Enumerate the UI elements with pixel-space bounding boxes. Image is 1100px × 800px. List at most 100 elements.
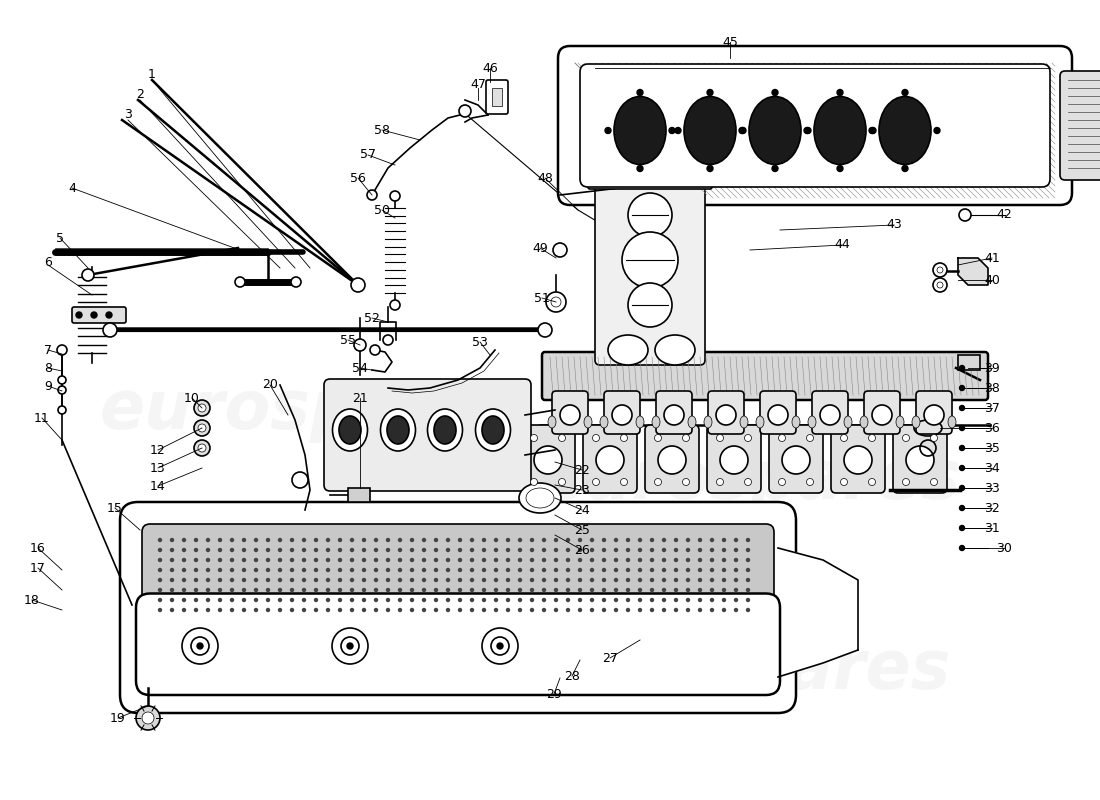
FancyBboxPatch shape [645, 425, 698, 493]
Circle shape [628, 193, 672, 237]
Circle shape [603, 538, 605, 542]
Circle shape [591, 569, 594, 571]
Circle shape [410, 609, 414, 611]
FancyBboxPatch shape [916, 391, 952, 434]
Circle shape [542, 609, 546, 611]
Circle shape [615, 538, 617, 542]
Ellipse shape [844, 416, 852, 428]
Circle shape [302, 558, 306, 562]
Circle shape [447, 558, 450, 562]
Ellipse shape [428, 409, 462, 451]
Text: 37: 37 [984, 402, 1000, 414]
Circle shape [386, 589, 389, 591]
Circle shape [591, 609, 594, 611]
Circle shape [554, 598, 558, 602]
Ellipse shape [860, 416, 868, 428]
FancyBboxPatch shape [142, 524, 774, 624]
Circle shape [506, 549, 509, 551]
Circle shape [650, 589, 653, 591]
Circle shape [844, 446, 872, 474]
Circle shape [290, 549, 294, 551]
FancyBboxPatch shape [893, 425, 947, 493]
Circle shape [278, 609, 282, 611]
Circle shape [302, 578, 306, 582]
Circle shape [506, 598, 509, 602]
FancyBboxPatch shape [830, 425, 886, 493]
Text: 41: 41 [984, 251, 1000, 265]
Circle shape [747, 578, 749, 582]
Circle shape [506, 538, 509, 542]
Circle shape [231, 569, 233, 571]
Circle shape [902, 434, 910, 442]
Circle shape [698, 598, 702, 602]
Circle shape [491, 637, 509, 655]
Circle shape [363, 569, 365, 571]
Circle shape [591, 589, 594, 591]
Circle shape [686, 589, 690, 591]
Circle shape [76, 312, 82, 318]
Text: 50: 50 [374, 203, 390, 217]
Circle shape [158, 558, 162, 562]
Circle shape [518, 578, 521, 582]
FancyBboxPatch shape [583, 425, 637, 493]
Circle shape [422, 538, 426, 542]
Circle shape [290, 589, 294, 591]
Circle shape [207, 549, 209, 551]
FancyBboxPatch shape [812, 391, 848, 434]
Circle shape [339, 538, 341, 542]
Circle shape [398, 538, 402, 542]
Circle shape [530, 598, 533, 602]
Circle shape [711, 549, 714, 551]
Circle shape [482, 628, 518, 664]
Text: 54: 54 [352, 362, 367, 374]
Circle shape [434, 558, 438, 562]
Circle shape [266, 558, 270, 562]
Circle shape [386, 538, 389, 542]
Circle shape [194, 440, 210, 456]
Circle shape [711, 589, 714, 591]
Circle shape [779, 434, 785, 442]
Circle shape [410, 538, 414, 542]
Circle shape [707, 166, 713, 171]
Text: 52: 52 [364, 311, 380, 325]
Circle shape [495, 598, 497, 602]
Ellipse shape [684, 97, 736, 165]
Text: 10: 10 [184, 391, 200, 405]
Circle shape [315, 589, 318, 591]
Circle shape [483, 589, 485, 591]
Circle shape [518, 549, 521, 551]
Circle shape [723, 589, 726, 591]
Circle shape [447, 538, 450, 542]
Circle shape [346, 643, 353, 649]
Circle shape [902, 478, 910, 486]
FancyBboxPatch shape [1060, 71, 1100, 180]
Circle shape [231, 609, 233, 611]
Text: 35: 35 [984, 442, 1000, 454]
Text: 18: 18 [24, 594, 40, 606]
Circle shape [398, 598, 402, 602]
Circle shape [194, 400, 210, 416]
Ellipse shape [688, 416, 696, 428]
Circle shape [686, 569, 690, 571]
Ellipse shape [808, 416, 816, 428]
Text: 12: 12 [150, 443, 166, 457]
Circle shape [327, 538, 330, 542]
Circle shape [902, 166, 908, 171]
FancyBboxPatch shape [120, 502, 796, 713]
Circle shape [806, 478, 814, 486]
Circle shape [747, 549, 749, 551]
Circle shape [207, 589, 209, 591]
Circle shape [398, 569, 402, 571]
Circle shape [158, 569, 162, 571]
Circle shape [374, 589, 377, 591]
Circle shape [398, 589, 402, 591]
Circle shape [266, 609, 270, 611]
Circle shape [422, 598, 426, 602]
Circle shape [628, 283, 672, 327]
Circle shape [553, 243, 566, 257]
Circle shape [837, 90, 843, 95]
Circle shape [735, 609, 737, 611]
Circle shape [579, 609, 582, 611]
Circle shape [183, 609, 186, 611]
Circle shape [495, 589, 497, 591]
